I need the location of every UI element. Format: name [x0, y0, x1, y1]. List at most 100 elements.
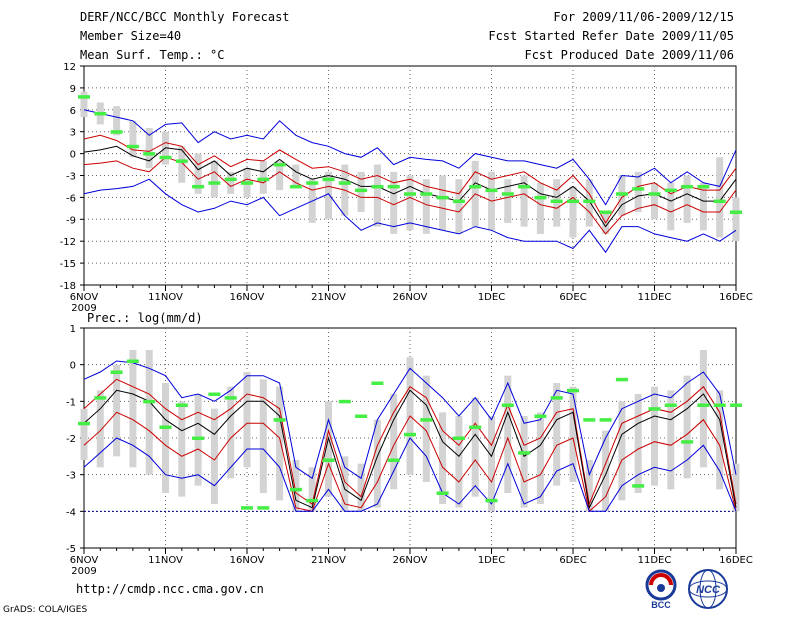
temp-spread-box	[732, 197, 740, 242]
prec-series-upper	[83, 378, 737, 506]
temp-series-mean	[83, 145, 737, 228]
prec-observed-mark	[175, 403, 188, 407]
prec-observed-mark	[730, 403, 742, 407]
temp-ytick-label: 6	[70, 106, 76, 117]
temp-observed-mark	[583, 199, 596, 204]
temp-xtick-label: 6NOV	[70, 292, 99, 303]
prec-observed-mark	[371, 381, 384, 385]
prec-observed-mark	[648, 407, 661, 411]
temp-xtick-label: 26NOV	[393, 292, 428, 303]
prec-observed-mark	[550, 396, 563, 400]
prec-observed-mark	[387, 458, 400, 462]
prec-spread-box	[373, 419, 381, 508]
prec-xtick-label: 6NOV	[70, 555, 99, 566]
temp-observed-mark	[192, 184, 205, 189]
prec-observed-mark	[534, 414, 547, 418]
prec-ytick-label: -3	[66, 471, 76, 482]
temp-series-min	[83, 178, 737, 254]
temp-ytick-label: -9	[66, 215, 76, 226]
temp-ytick-label: 0	[70, 150, 76, 161]
temp-observed-mark	[501, 192, 514, 196]
prec-spread-box	[341, 456, 349, 512]
temp-spread-box	[520, 175, 528, 227]
prec-spread-box	[325, 401, 332, 497]
prec-spread-box	[602, 430, 610, 512]
temp-spread-box	[390, 171, 398, 234]
temp-xtick-label: 16DEC	[719, 292, 753, 303]
temp-series-lower	[83, 156, 737, 235]
prec-xtick-label: 1DEC	[478, 555, 505, 566]
prec-observed-mark	[713, 403, 726, 407]
prec-spread-box	[210, 408, 218, 504]
temp-observed-mark	[126, 144, 139, 149]
prec-observed-mark	[208, 392, 221, 396]
prec-observed-mark	[567, 388, 579, 393]
temp-spread-box	[667, 182, 675, 231]
prec-xtick-label: 16DEC	[719, 555, 753, 566]
source-url[interactable]: http://cmdp.ncc.cma.gov.cn	[76, 582, 264, 596]
temp-spread-box	[422, 179, 430, 234]
ncc-logo: NCC	[688, 569, 728, 609]
temp-observed-mark	[387, 184, 400, 189]
temp-spread-box	[373, 164, 381, 227]
temp-spread-box	[651, 182, 658, 220]
temp-observed-mark	[208, 181, 221, 185]
temp-spread-box	[716, 157, 724, 238]
temp-observed-mark	[371, 184, 384, 189]
temp-ytick-label: -3	[66, 172, 76, 183]
prec-observed-mark	[110, 370, 123, 374]
prec-spread-box	[292, 460, 300, 512]
temp-observed-mark	[338, 181, 351, 185]
temp-observed-mark	[632, 187, 645, 191]
forecast-started: Fcst Started Refer Date 2009/11/05	[488, 29, 734, 43]
prec-observed-mark	[404, 432, 416, 437]
prec-spread-box	[455, 416, 463, 508]
temp-spread-box	[113, 106, 121, 136]
temp-observed-mark	[713, 199, 726, 204]
prec-xtick-label: 26NOV	[393, 555, 428, 566]
chart-title: DERF/NCC/BCC Monthly Forecast	[80, 10, 290, 24]
prec-ytick-label: -4	[66, 507, 76, 518]
temp-observed-mark	[420, 192, 433, 196]
temp-spread-box	[210, 160, 218, 198]
prec-spread-box	[651, 386, 658, 486]
temp-spread-box	[145, 128, 153, 169]
temp-observed-mark	[697, 184, 710, 189]
prec-observed-mark	[420, 418, 433, 422]
prec-spread-box	[667, 390, 675, 490]
prec-spread-box	[80, 408, 88, 460]
temp-spread-box	[455, 179, 463, 234]
temp-spread-box	[292, 164, 300, 187]
prec-observed-mark	[257, 506, 270, 510]
prec-spread-box	[276, 386, 284, 501]
prec-observed-mark	[452, 436, 465, 440]
prec-observed-mark	[78, 421, 90, 426]
prec-observed-mark	[518, 451, 531, 455]
temp-observed-mark	[143, 152, 156, 156]
temp-series-max	[83, 109, 737, 206]
temp-ytick-label: -18	[60, 281, 76, 292]
prec-observed-mark	[501, 403, 514, 407]
prec-spread-box	[357, 463, 365, 512]
prec-observed-mark	[159, 425, 172, 429]
forecast-produced: Fcst Produced Date 2009/11/06	[524, 48, 734, 62]
temp-year-label: 2009	[71, 303, 96, 314]
prec-ytick-label: 0	[70, 361, 76, 372]
variable-label: Mean Surf. Temp.: °C	[80, 48, 225, 62]
temp-xtick-label: 1DEC	[478, 292, 505, 303]
prec-series-min	[83, 437, 737, 512]
temp-spread-box	[129, 120, 137, 158]
temp-observed-mark	[518, 184, 531, 189]
temp-observed-mark	[550, 199, 563, 204]
prec-spread-box	[716, 390, 724, 490]
temp-ytick-label: -12	[60, 237, 76, 248]
prec-spread-box	[308, 467, 316, 512]
prec-spread-box	[732, 463, 740, 512]
temp-observed-mark	[241, 181, 253, 185]
prec-spread-box	[553, 383, 561, 486]
temp-ytick-label: 9	[70, 84, 76, 95]
temp-observed-mark	[306, 181, 319, 185]
prec-observed-mark	[615, 377, 628, 382]
member-size: Member Size=40	[80, 29, 182, 43]
